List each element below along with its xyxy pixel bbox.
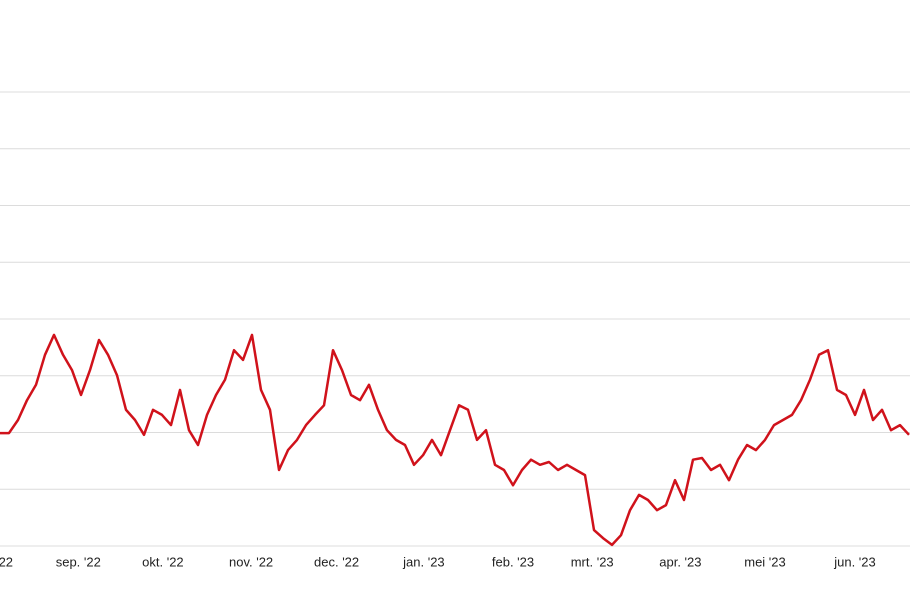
data-line <box>0 333 910 547</box>
x-tick-label: sep. '22 <box>56 554 101 569</box>
x-tick-label: feb. '23 <box>492 554 534 569</box>
x-tick-label: apr. '23 <box>659 554 701 569</box>
x-tick-label: jan. '23 <box>402 554 445 569</box>
x-tick-label: okt. '22 <box>142 554 184 569</box>
x-tick-label: aug. '22 <box>0 554 13 569</box>
x-tick-label: nov. '22 <box>229 554 273 569</box>
x-tick-label: dec. '22 <box>314 554 359 569</box>
x-tick-label: mrt. '23 <box>571 554 614 569</box>
x-tick-label: mei '23 <box>744 554 786 569</box>
x-tick-label: jun. '23 <box>833 554 876 569</box>
